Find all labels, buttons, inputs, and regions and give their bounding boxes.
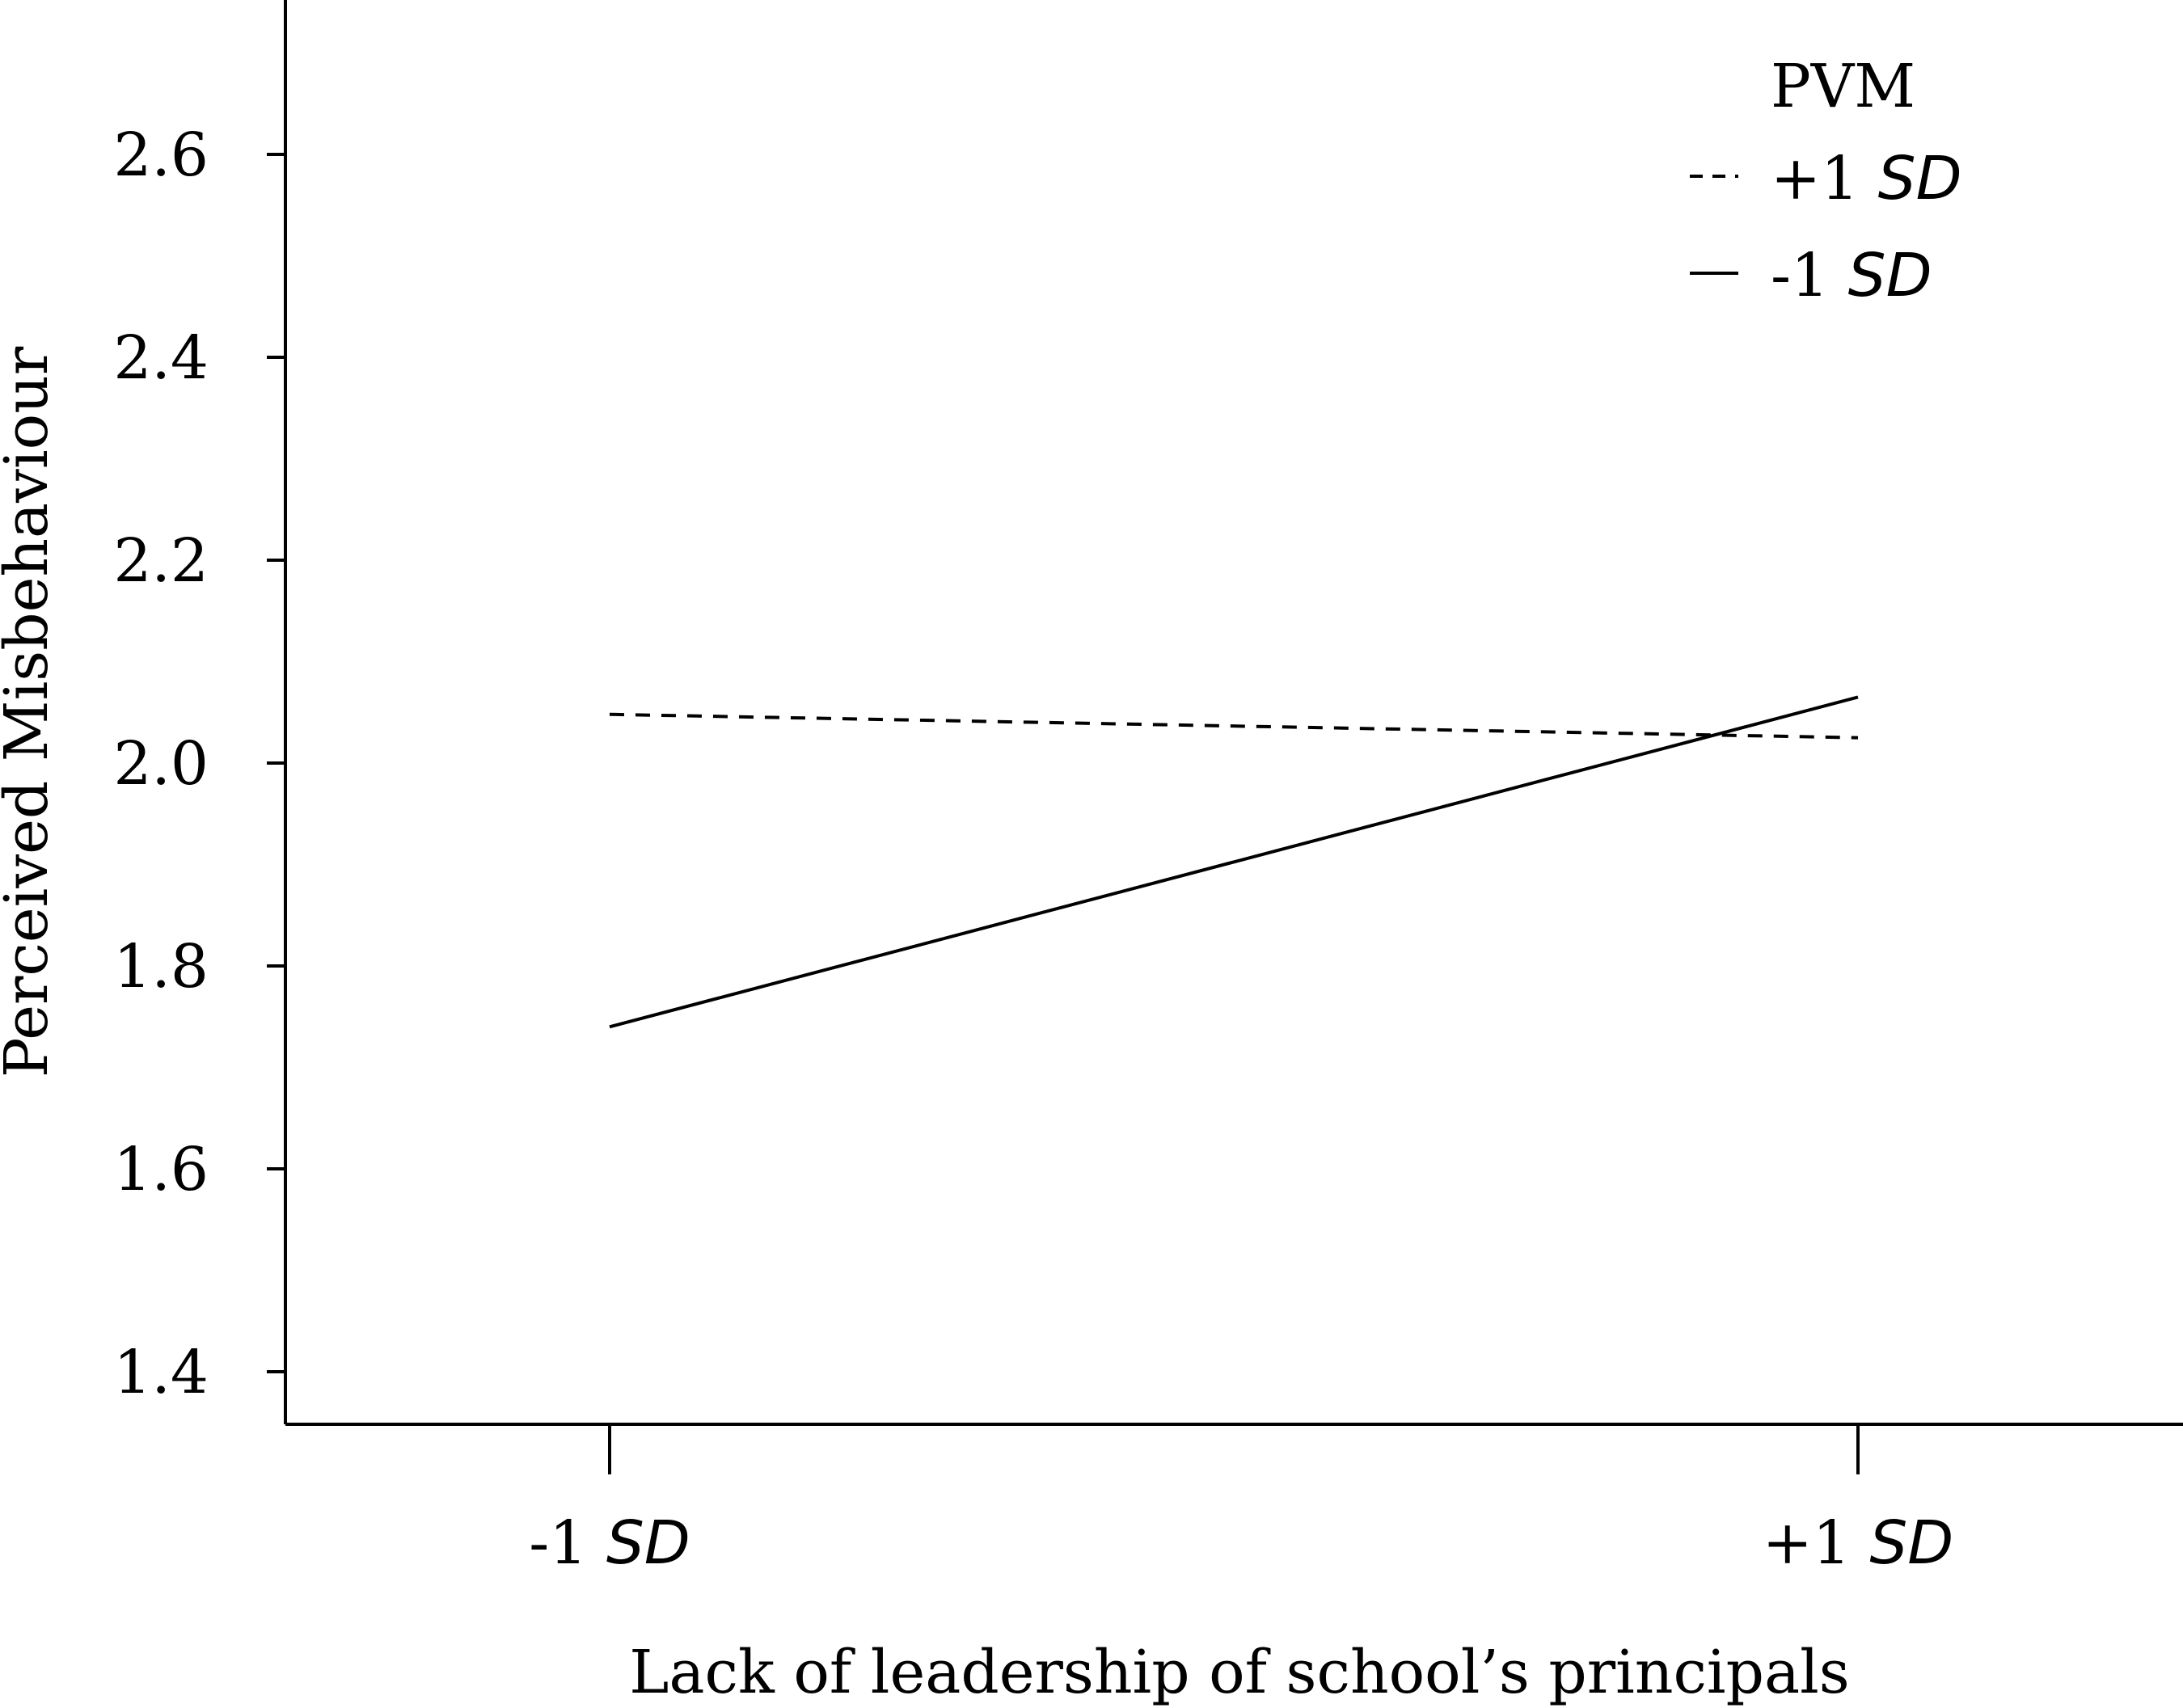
legend-items: +1 SD-1 SD [1690,144,1962,310]
x-tick-label: -1 SD [529,1508,690,1578]
y-axis-title: Perceived Misbehaviour [0,346,61,1078]
series-line-minus-1-sd [609,695,1859,1029]
x-axis-title: Lack of leadership of school’s principal… [629,1638,1849,1707]
y-tick-label: 2.6 [113,120,209,190]
x-tick-label-sd: SD [1869,1508,1953,1578]
legend-label-prefix: +1 [1771,144,1878,213]
legend: PVM +1 SD-1 SD [1690,52,1962,310]
y-tick-label: 1.4 [113,1338,209,1407]
legend-label: -1 SD [1771,241,1932,310]
y-tick-label: 2.4 [113,323,209,393]
x-tick-label: +1 SD [1763,1508,1954,1578]
y-tick-label: 1.8 [113,932,209,1002]
y-ticks: 1.4 1.6 1.8 2.0 2.2 2.4 2.6 [113,120,285,1407]
x-tick-label-prefix: -1 [529,1508,606,1578]
legend-label-prefix: -1 [1771,241,1848,310]
y-tick-label: 2.0 [113,729,209,799]
y-tick-label: 2.2 [113,526,209,596]
x-tick-label-sd: SD [606,1508,690,1578]
series-layer [609,695,1859,1029]
series-line-plus-1-sd [609,712,1859,740]
legend-title: PVM [1771,52,1915,121]
y-tick-label: 1.6 [113,1135,209,1204]
legend-label: +1 SD [1771,144,1962,213]
x-ticks: -1 SD +1 SD [529,1424,1953,1578]
x-tick-label-prefix: +1 [1763,1508,1870,1578]
axes [284,0,2183,1426]
legend-label-sd: SD [1878,144,1962,213]
legend-label-sd: SD [1848,241,1932,310]
